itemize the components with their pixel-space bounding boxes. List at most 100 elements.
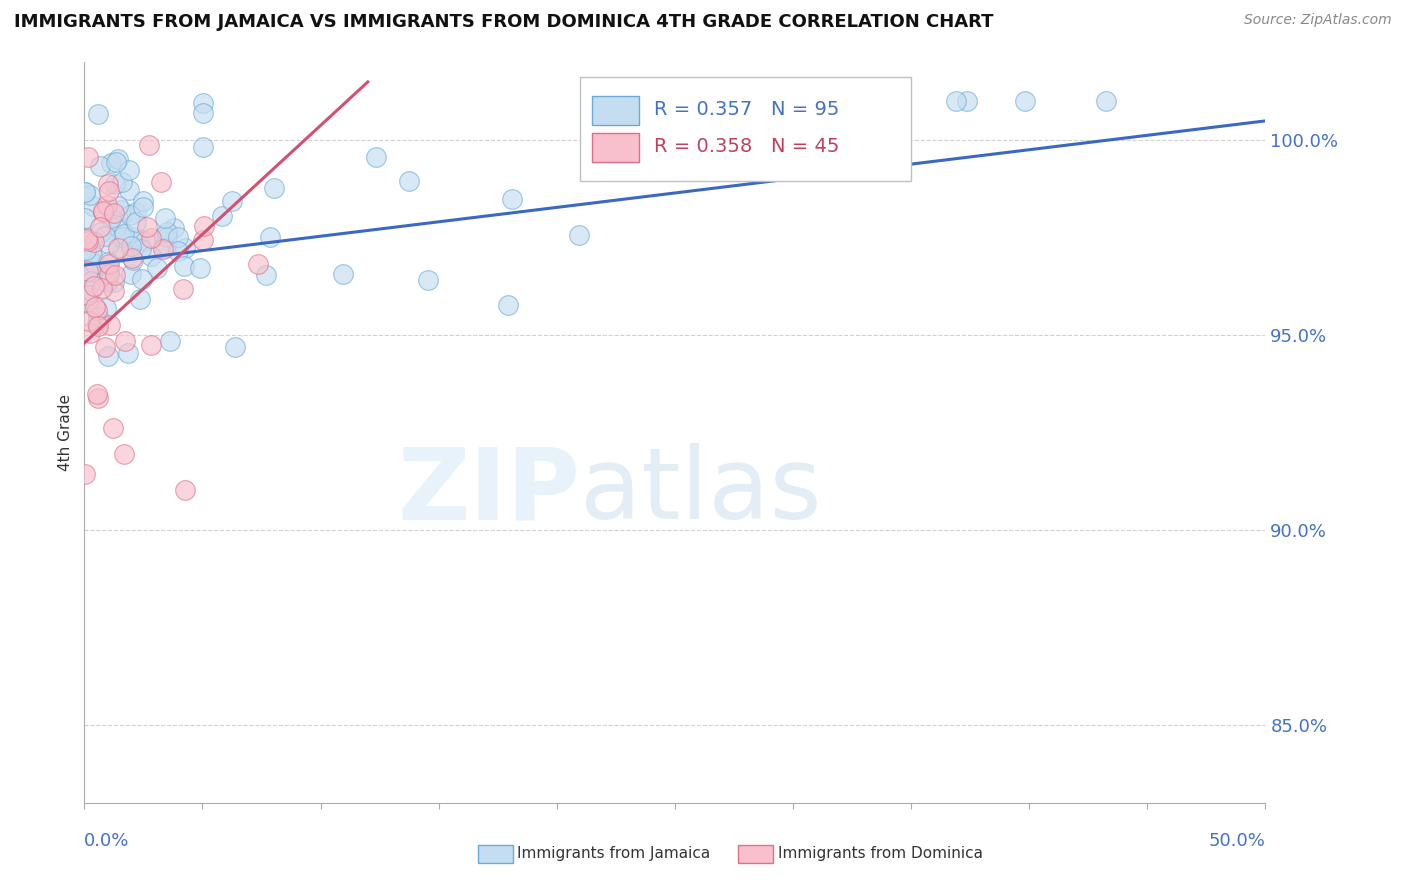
Point (945, 95, 967, 109)
Point (191, 105, 214, 120)
Point (89, 219, 111, 234)
Point (152, 242, 174, 256)
Point (568, 228, 591, 243)
Point (141, 338, 163, 352)
Point (77, 294, 100, 309)
Point (191, 140, 214, 154)
Point (501, 192, 523, 206)
Point (103, 206, 125, 220)
Point (159, 334, 181, 349)
Point (193, 219, 215, 234)
Point (104, 268, 127, 283)
Point (100, 211, 122, 226)
Point (118, 163, 141, 178)
Point (98, 318, 121, 332)
Point (77, 151, 100, 165)
Point (79, 188, 101, 202)
Point (120, 267, 142, 281)
Point (174, 241, 197, 255)
Point (91, 204, 114, 219)
Point (80, 247, 103, 261)
Point (76, 232, 98, 246)
Point (163, 220, 186, 235)
Point (128, 292, 150, 306)
Text: 50.0%: 50.0% (1209, 832, 1265, 850)
Text: Source: ZipAtlas.com: Source: ZipAtlas.com (1244, 13, 1392, 28)
FancyBboxPatch shape (581, 78, 911, 181)
Point (721, 100, 744, 114)
Point (83, 279, 105, 293)
FancyBboxPatch shape (592, 133, 640, 162)
Point (122, 230, 145, 244)
Point (103, 276, 125, 290)
Point (103, 178, 125, 192)
Point (135, 219, 157, 234)
Point (188, 260, 211, 275)
Point (127, 232, 149, 246)
Point (398, 174, 420, 188)
Point (110, 203, 132, 218)
Point (848, 95, 870, 109)
Point (97, 257, 120, 271)
Point (94, 301, 117, 315)
Point (224, 340, 246, 354)
Point (167, 230, 190, 244)
Point (211, 209, 233, 223)
Point (89, 159, 111, 173)
Point (132, 194, 155, 209)
Point (138, 137, 160, 152)
Point (125, 205, 148, 219)
Point (149, 176, 172, 190)
Point (100, 156, 122, 170)
Point (87, 392, 110, 406)
Point (141, 231, 163, 245)
Point (80, 244, 103, 259)
FancyBboxPatch shape (592, 95, 640, 126)
Point (96, 265, 118, 279)
Point (117, 345, 139, 359)
Point (107, 152, 129, 166)
Point (124, 215, 146, 229)
Point (87, 107, 110, 121)
Point (97, 349, 120, 363)
Point (172, 282, 194, 296)
Point (111, 244, 134, 259)
Point (416, 273, 439, 287)
Point (105, 219, 128, 234)
Point (146, 260, 169, 275)
Point (131, 271, 153, 285)
Point (97, 177, 120, 191)
Point (86, 302, 108, 317)
Point (94, 340, 117, 354)
Point (121, 252, 143, 266)
Point (103, 284, 125, 298)
Point (1014, 95, 1036, 109)
Point (153, 241, 176, 255)
Point (79, 326, 101, 341)
Point (263, 180, 285, 194)
Point (174, 483, 197, 497)
Point (112, 227, 135, 241)
Point (77, 314, 100, 328)
Point (87, 318, 110, 333)
Point (602, 100, 624, 114)
Point (134, 234, 156, 248)
Point (83, 235, 105, 249)
Point (120, 239, 142, 253)
Point (101, 421, 124, 435)
Point (90, 225, 112, 239)
Point (114, 334, 136, 348)
Point (75, 243, 97, 257)
Point (77, 287, 100, 301)
Point (166, 244, 188, 259)
Point (97, 236, 120, 251)
Point (77, 264, 100, 278)
Point (84, 300, 107, 314)
Point (96, 198, 118, 212)
Point (111, 175, 134, 189)
Point (111, 230, 134, 244)
Point (153, 228, 176, 243)
Point (131, 242, 153, 256)
Point (86, 386, 108, 401)
Point (173, 259, 195, 273)
